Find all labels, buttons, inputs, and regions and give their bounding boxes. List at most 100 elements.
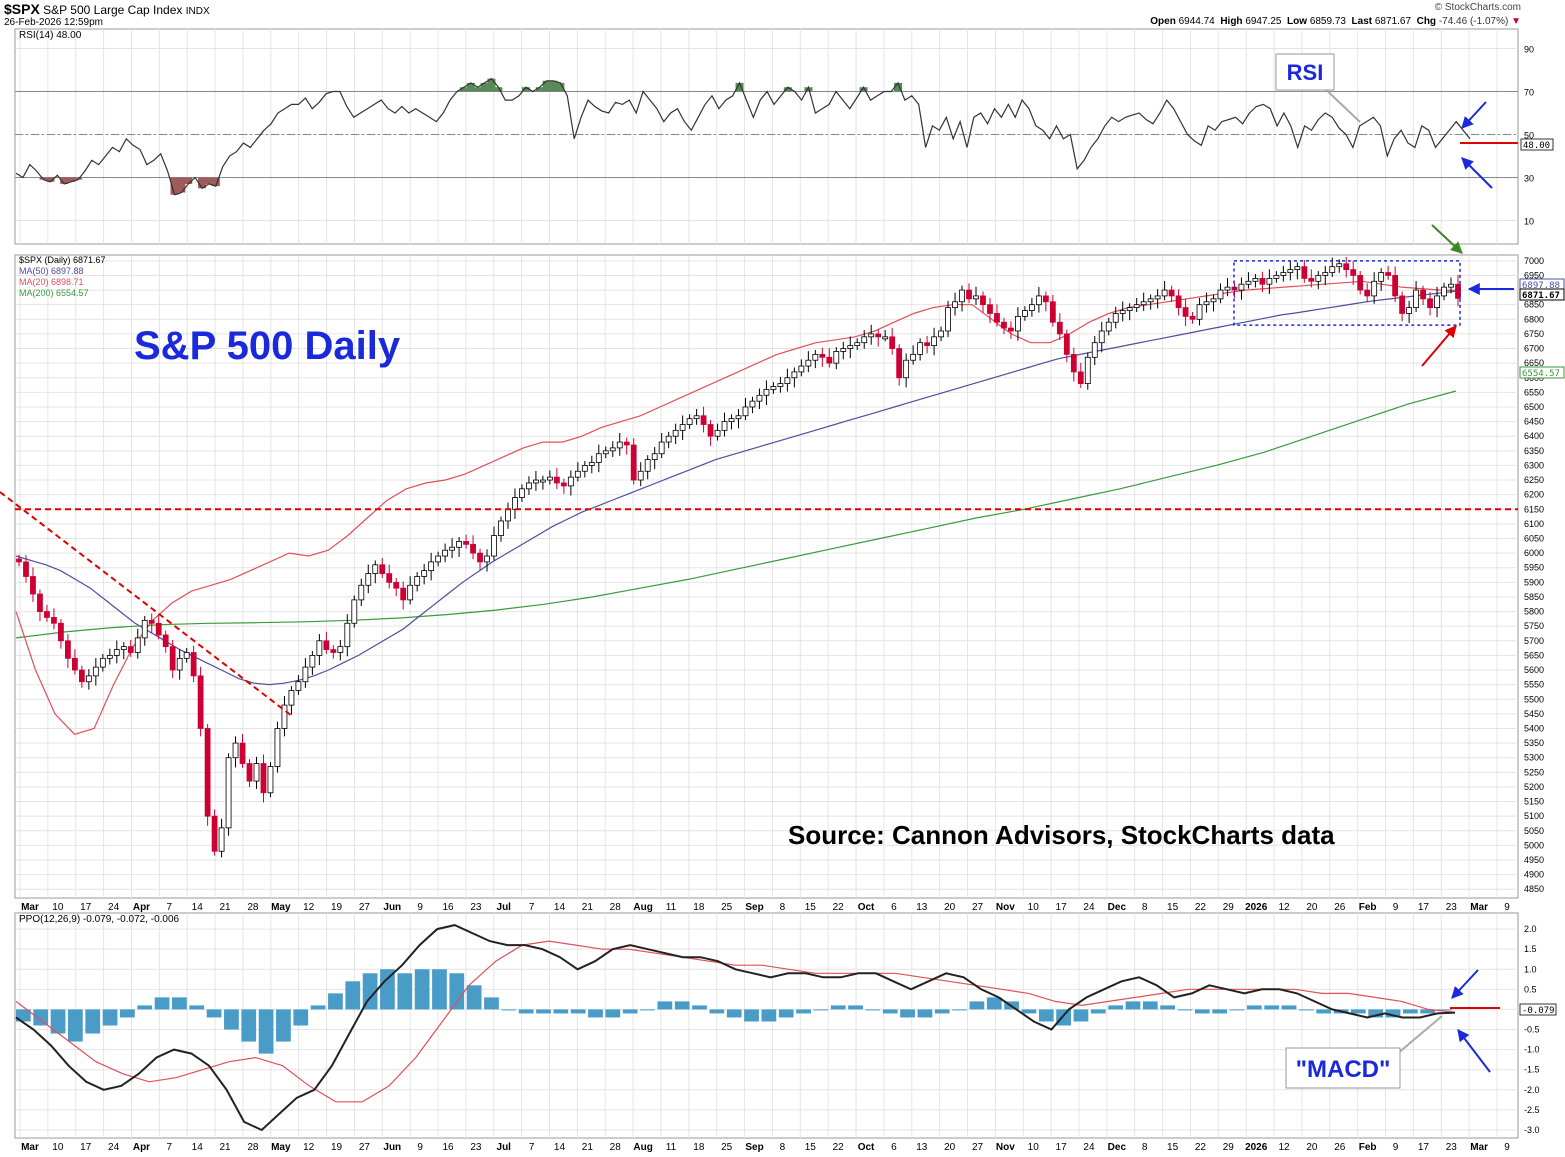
candle-body bbox=[707, 424, 714, 437]
ppo-hist-bar bbox=[484, 997, 499, 1010]
rsi-oversold-fill bbox=[46, 177, 55, 182]
candle-body bbox=[553, 476, 560, 484]
candle-body bbox=[1301, 266, 1308, 279]
ppo-hist-bar bbox=[1420, 1009, 1436, 1014]
ppo-hist-bar bbox=[1368, 1009, 1384, 1018]
x-tick-label: 12 bbox=[303, 1142, 315, 1153]
candle-body bbox=[491, 535, 497, 557]
candle-body bbox=[1322, 272, 1329, 276]
rsi-overbought-fill bbox=[542, 80, 551, 92]
candle-body bbox=[1336, 263, 1343, 268]
ppo-hist-bar bbox=[1038, 1009, 1054, 1022]
rsi-callout-text: RSI bbox=[1287, 60, 1324, 85]
x-tick-label: Oct bbox=[858, 902, 875, 913]
x-tick-label: 15 bbox=[1167, 902, 1179, 913]
candle-body bbox=[1049, 301, 1056, 323]
candle-body bbox=[1385, 272, 1392, 276]
candle-body bbox=[309, 655, 316, 668]
candle-body bbox=[113, 649, 120, 656]
candle-body bbox=[1091, 342, 1098, 358]
candle-body bbox=[791, 371, 798, 379]
candle-body bbox=[868, 333, 875, 338]
arrow-green bbox=[1431, 224, 1463, 254]
rsi-line bbox=[15, 77, 1471, 196]
rsi-overbought-fill bbox=[487, 78, 496, 92]
ppo-hist-bar bbox=[1298, 1009, 1314, 1011]
ppo-hist-bar bbox=[952, 1009, 967, 1011]
price-tick-label: 5300 bbox=[1524, 753, 1544, 763]
ppo-hist-bar bbox=[120, 1009, 135, 1018]
ppo-hist-bar bbox=[1090, 1009, 1106, 1014]
candle-body bbox=[1427, 298, 1433, 309]
candle-body bbox=[225, 757, 232, 829]
candle-body bbox=[1287, 269, 1294, 273]
candle-body bbox=[833, 351, 840, 364]
x-tick-label: 26 bbox=[1334, 902, 1346, 913]
candle-body bbox=[23, 561, 29, 577]
ppo-hist-bar bbox=[397, 973, 413, 1010]
x-tick-label: Dec bbox=[1108, 1142, 1127, 1153]
candle-body bbox=[400, 587, 407, 601]
candle-body bbox=[295, 681, 302, 691]
price-tick-label: 6350 bbox=[1524, 446, 1544, 456]
x-tick-label: Sep bbox=[745, 1142, 763, 1153]
x-tick-label: 23 bbox=[470, 1142, 482, 1153]
candle-body bbox=[414, 576, 421, 586]
x-tick-label: 21 bbox=[582, 1142, 594, 1153]
candle-body bbox=[973, 295, 979, 300]
candle-body bbox=[651, 453, 658, 460]
candle-body bbox=[854, 342, 861, 347]
candle-body bbox=[393, 581, 400, 589]
x-tick-label: 24 bbox=[1083, 902, 1095, 913]
candle-body bbox=[602, 450, 609, 455]
price-tick-label: 6700 bbox=[1524, 344, 1544, 354]
legend-ma20: MA(20) 6898.71 bbox=[19, 277, 84, 287]
x-tick-label: 20 bbox=[1306, 902, 1318, 913]
price-y-axis: 7000695069006850680067506700665066006550… bbox=[1524, 256, 1544, 894]
candle-body bbox=[574, 470, 581, 478]
x-tick-label: 17 bbox=[1056, 1142, 1068, 1153]
ppo-value-tag: -0.079 bbox=[1522, 1006, 1555, 1016]
candle-body bbox=[1175, 295, 1182, 309]
x-tick-label: May bbox=[271, 902, 291, 913]
ppo-legend: PPO(12,26,9) -0.079, -0.072, -0.006 bbox=[19, 914, 180, 925]
price-tick-label: 5650 bbox=[1524, 650, 1544, 660]
candle-body bbox=[686, 418, 693, 425]
downtrend-line bbox=[0, 491, 293, 717]
ppo-hist-bar bbox=[1160, 1005, 1176, 1010]
rsi-overbought-fill bbox=[735, 82, 744, 92]
candle-body bbox=[58, 622, 64, 642]
ppo-hist-bar bbox=[1073, 1009, 1089, 1022]
x-tick-label: 12 bbox=[1278, 1142, 1290, 1153]
ppo-panel: 2.01.51.00.50-0.5-1.0-1.5-2.0-2.5-3.0 PP… bbox=[14, 912, 1540, 1139]
candle-body bbox=[742, 406, 749, 417]
candle-body bbox=[155, 622, 162, 636]
x-tick-label: 22 bbox=[1195, 1142, 1207, 1153]
x-tick-label: 10 bbox=[1028, 1142, 1040, 1153]
legend-ma200: MA(200) 6554.57 bbox=[19, 288, 89, 298]
x-tick-label: 9 bbox=[417, 902, 423, 913]
x-tick-label: 17 bbox=[1056, 902, 1068, 913]
price-tick-label: 6050 bbox=[1524, 534, 1544, 544]
price-legend: $SPX (Daily) 6871.67 MA(50) 6897.88 MA(2… bbox=[19, 255, 106, 298]
ppo-hist-bar bbox=[605, 1009, 621, 1018]
candle-body bbox=[519, 488, 525, 498]
x-tick-label: 18 bbox=[693, 1142, 705, 1153]
candle-body bbox=[1001, 321, 1007, 329]
exchange: INDX bbox=[185, 6, 210, 17]
candle-body bbox=[945, 307, 951, 332]
price-tick-label: 5050 bbox=[1524, 826, 1544, 836]
candle-body bbox=[679, 424, 686, 431]
candle-body bbox=[931, 336, 937, 347]
ppo-hist-bar bbox=[1212, 1009, 1228, 1014]
ppo-hist-bar bbox=[934, 1009, 950, 1014]
ppo-hist-bar bbox=[345, 981, 361, 1010]
x-tick-label: 15 bbox=[805, 1142, 817, 1153]
ppo-hist-bar bbox=[553, 1009, 569, 1014]
rsi-overbought-fill bbox=[549, 80, 558, 92]
ppo-hist-bar bbox=[813, 1009, 829, 1011]
candle-body bbox=[994, 313, 1000, 323]
ppo-hist-bar bbox=[657, 1001, 673, 1010]
candle-body bbox=[246, 763, 253, 782]
x-tick-label: 14 bbox=[554, 902, 566, 913]
